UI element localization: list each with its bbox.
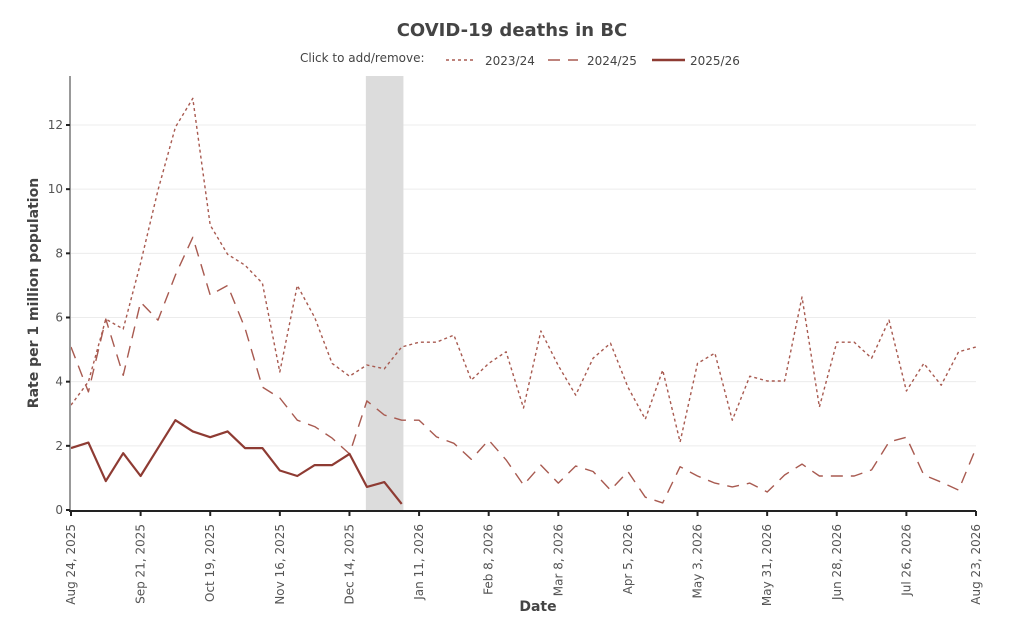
x-tick-label: Sep 21, 2025 [134, 524, 148, 604]
y-axis-title: Rate per 1 million population [26, 178, 42, 408]
legend-label-2023-24: 2023/24 [485, 54, 535, 68]
x-tick-label: Mar 8, 2026 [551, 524, 565, 596]
y-axis-ticks: 0 2 4 6 8 10 12 [48, 118, 70, 517]
y-tick-label: 4 [55, 375, 63, 389]
y-tick-label: 8 [55, 246, 63, 260]
legend: Click to add/remove: 2023/24 2024/25 202… [300, 51, 740, 68]
legend-item-2024-25[interactable]: 2024/25 [548, 54, 637, 68]
gridlines [71, 124, 976, 447]
legend-prompt: Click to add/remove: [300, 51, 425, 65]
axes [69, 76, 976, 512]
x-tick-label: Oct 19, 2025 [203, 524, 217, 602]
y-tick-label: 6 [55, 311, 63, 325]
x-tick-label: Feb 8, 2026 [482, 524, 496, 595]
legend-label-2025-26: 2025/26 [690, 54, 740, 68]
legend-item-2025-26[interactable]: 2025/26 [652, 54, 740, 68]
x-tick-label: Nov 16, 2025 [273, 524, 287, 605]
legend-item-2023-24[interactable]: 2023/24 [446, 54, 535, 68]
series-lines [70, 97, 977, 505]
shaded-region [365, 76, 404, 510]
plot-area: 0 2 4 6 8 10 12 Aug 24, 2025 Sep 21, 2025 Oct 19… [48, 76, 983, 606]
legend-label-2024-25: 2024/25 [587, 54, 637, 68]
x-tick-label: Aug 23, 2026 [969, 524, 983, 605]
chart-title: COVID-19 deaths in BC [397, 20, 628, 41]
x-tick-label: Apr 5, 2026 [621, 524, 635, 594]
series-line-2024-25[interactable] [70, 236, 977, 504]
x-tick-label: May 31, 2026 [760, 524, 774, 606]
series-line-2023-24[interactable] [70, 97, 977, 443]
x-tick-label: Aug 24, 2025 [64, 524, 78, 605]
y-tick-label: 2 [55, 439, 63, 453]
x-tick-label: Dec 14, 2025 [342, 524, 356, 604]
x-tick-label: Jul 26, 2026 [899, 524, 913, 597]
x-axis-ticks: Aug 24, 2025 Sep 21, 2025 Oct 19, 2025 Nov … [64, 511, 983, 606]
y-tick-label: 10 [48, 182, 63, 196]
x-tick-label: May 3, 2026 [691, 524, 705, 598]
series-line-2025-26[interactable] [70, 419, 403, 505]
y-tick-label: 0 [55, 503, 63, 517]
x-tick-label: Jun 28, 2026 [830, 524, 844, 601]
x-axis-title: Date [519, 599, 556, 615]
y-tick-label: 12 [48, 118, 63, 132]
x-tick-label: Jan 11, 2026 [412, 524, 426, 601]
